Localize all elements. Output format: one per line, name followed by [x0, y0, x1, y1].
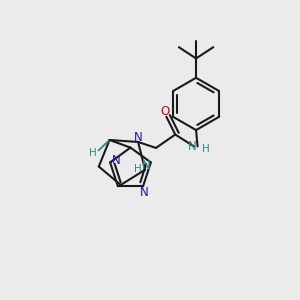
Text: N: N	[134, 131, 142, 144]
Text: N: N	[112, 154, 121, 167]
Text: O: O	[160, 105, 170, 118]
Text: N: N	[142, 160, 150, 172]
Text: N: N	[140, 186, 149, 199]
Text: H: H	[89, 148, 97, 158]
Text: H: H	[202, 144, 210, 154]
Text: N: N	[188, 140, 197, 153]
Text: H: H	[134, 164, 141, 174]
